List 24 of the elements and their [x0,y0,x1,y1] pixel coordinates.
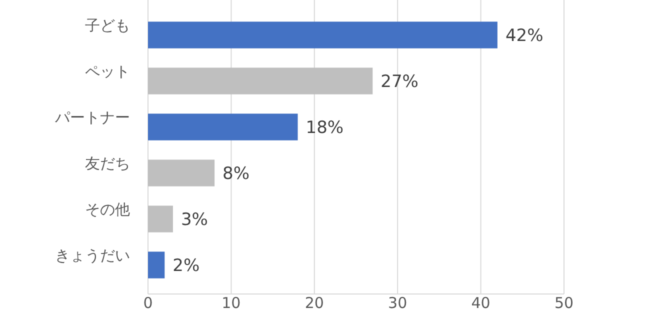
y-tick-label: パートナー [54,108,130,126]
x-tick-label: 40 [471,294,490,312]
data-label: 27% [380,72,418,92]
bar [148,114,298,140]
x-tick-label: 0 [143,294,153,312]
bar [148,22,498,48]
x-tick-label: 20 [304,294,324,312]
data-label: 8% [222,164,250,184]
bar [148,160,215,186]
y-tick-label: きょうだい [55,246,130,264]
data-label: 2% [172,256,200,276]
y-tick-label: 子ども [85,16,130,34]
data-label: 3% [180,210,208,230]
y-tick-label: ペット [85,62,130,80]
x-tick-label: 10 [222,294,241,312]
data-label: 18% [306,118,344,138]
y-tick-label: その他 [85,200,130,218]
x-tick-label: 30 [388,294,408,312]
x-tick-label: 50 [554,294,574,312]
bar [148,252,165,278]
y-tick-label: 友だち [85,154,130,172]
bar [148,206,173,232]
data-label: 42% [505,26,544,46]
bar [148,68,373,94]
